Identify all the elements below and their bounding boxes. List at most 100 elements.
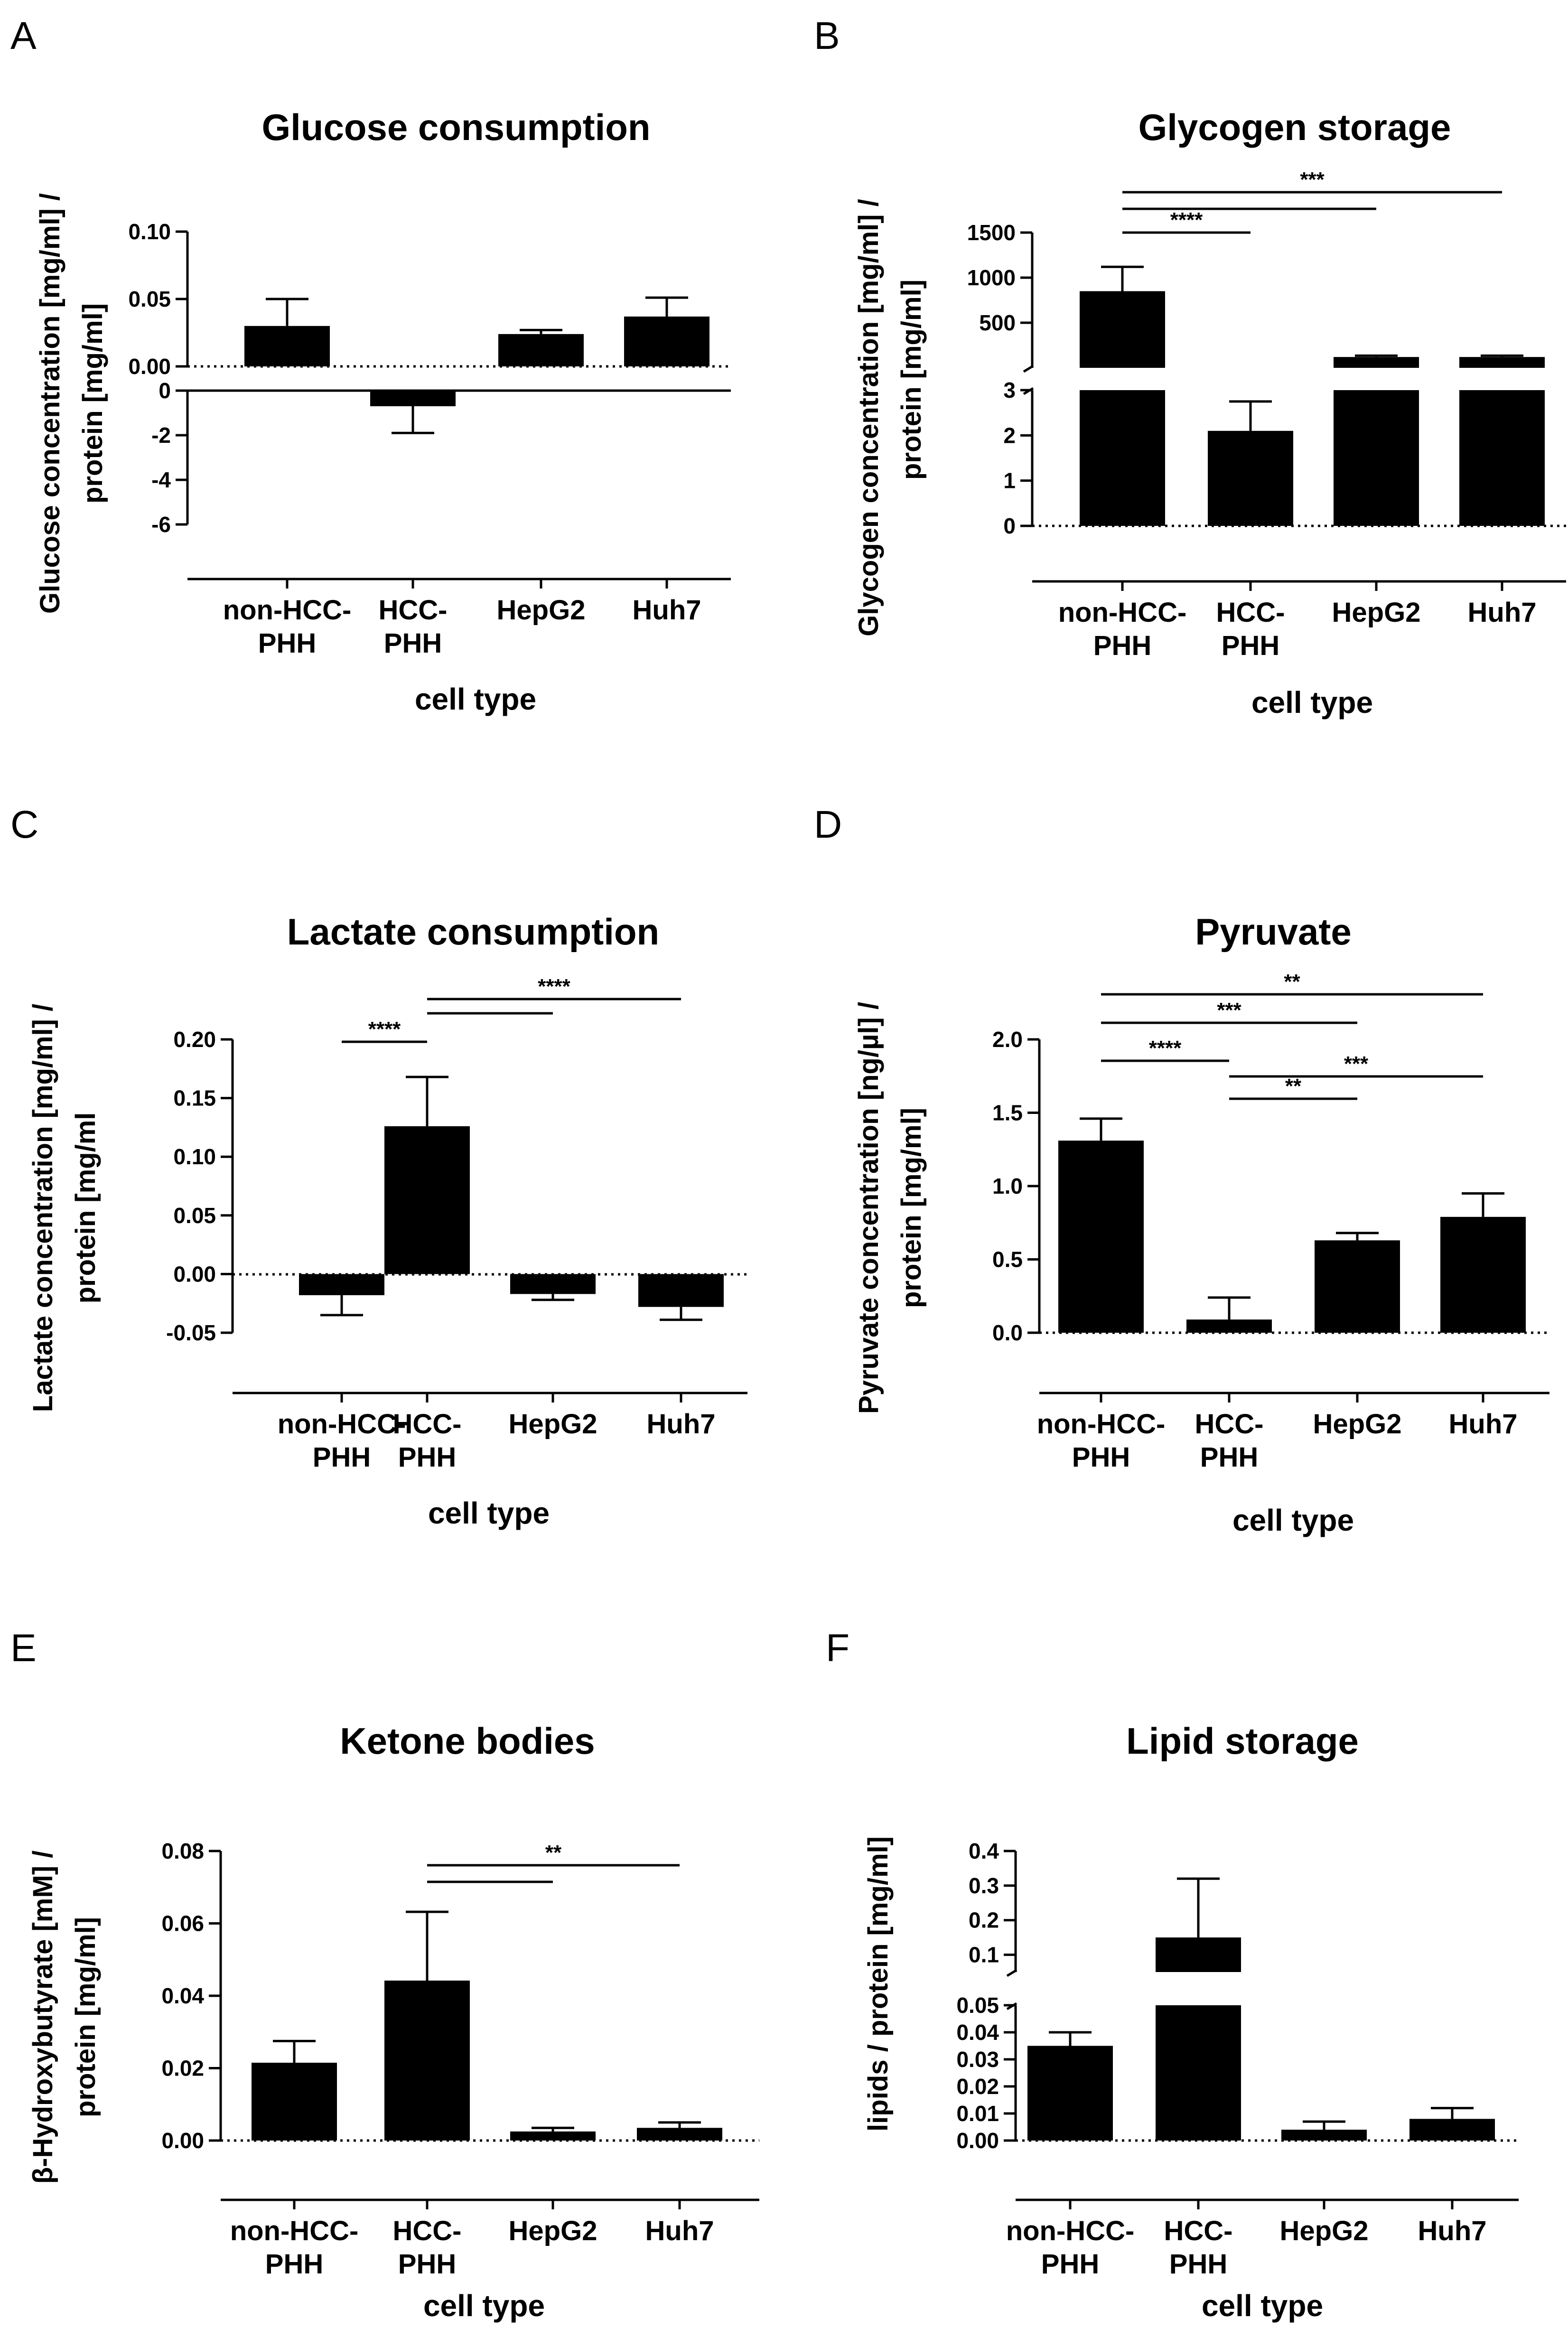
panel-f: F Lipid storage lipids / protein [mg/ml]… (826, 1627, 1519, 2323)
y-tick-label: -6 (151, 512, 171, 537)
x-category-label: PHH (384, 628, 442, 659)
bar (1459, 390, 1545, 526)
x-category-label: non-HCC- (1006, 2216, 1135, 2246)
y-tick-label: 0.2 (969, 1908, 999, 1933)
y-tick-label: 0.04 (161, 1983, 204, 2008)
significance-label: ** (1284, 970, 1300, 993)
y-tick-label: 0.04 (956, 2020, 999, 2045)
y-tick-label: -0.05 (166, 1320, 216, 1345)
chart-title-f: Lipid storage (1126, 1720, 1359, 1762)
bar (1440, 1216, 1526, 1333)
y-tick-label: 0 (159, 378, 171, 403)
y-tick-label: 0.03 (956, 2047, 999, 2072)
y-tick-label: 0.02 (161, 2056, 204, 2081)
panel-letter-c: C (10, 803, 38, 846)
y-tick-label: 500 (979, 310, 1016, 335)
y-tick-label: 1000 (967, 265, 1016, 290)
bar (624, 316, 709, 366)
x-category-label: HepG2 (509, 2216, 597, 2246)
axis-break-mark (1006, 2002, 1017, 2010)
panel-c: C Lactate consumption Lactate concentrat… (10, 803, 747, 1530)
panel-a: A Glucose consumption Glucose concentrat… (10, 14, 731, 716)
y-tick-label: 3 (1003, 378, 1016, 402)
y-tick-label: 1.5 (992, 1101, 1023, 1125)
y-tick-label: 0.06 (161, 1911, 204, 1936)
panel-d: D Pyruvate Pyruvate concentration [ng/µl… (814, 803, 1549, 1537)
y-tick-label: 1 (1003, 468, 1016, 493)
significance-label: ** (545, 1841, 562, 1864)
bar (384, 1126, 470, 1274)
bar (1409, 2119, 1495, 2141)
x-category-label: HCC- (1164, 2216, 1233, 2246)
y-tick-label: 0.10 (128, 219, 171, 244)
bar (1208, 430, 1293, 526)
x-axis-label-e: cell type (423, 2289, 545, 2323)
y-tick-label: 0.08 (161, 1839, 204, 1863)
x-axis-label-b: cell type (1251, 685, 1373, 720)
x-category-label: HCC- (393, 1409, 462, 1440)
x-category-label: HCC- (1195, 1409, 1264, 1440)
panel-letter-b: B (814, 14, 840, 57)
x-category-label: HCC- (393, 2216, 462, 2246)
bar (252, 2063, 337, 2141)
y-tick-label: 0.00 (161, 2128, 204, 2153)
chart-title-e: Ketone bodies (340, 1720, 595, 1762)
significance-label: *** (1300, 168, 1325, 191)
bar (384, 1980, 470, 2141)
x-category-label: HCC- (379, 595, 448, 626)
chart-title-d: Pyruvate (1195, 911, 1352, 953)
y-tick-label: 0.1 (969, 1943, 999, 1967)
y-tick-label: 0.10 (173, 1144, 216, 1169)
bar (370, 391, 456, 406)
axis-break-mark (1023, 387, 1034, 395)
x-category-label: non-HCC- (1037, 1409, 1166, 1440)
bar (638, 1274, 724, 1307)
y-tick-label: 0.0 (992, 1320, 1023, 1345)
axis-break-mark (1023, 365, 1034, 373)
y-axis-label-f: lipids / protein [mg/ml] (863, 1836, 894, 2132)
x-category-label: PHH (265, 2249, 323, 2280)
significance-label: *** (1344, 1052, 1369, 1075)
chart-title-c: Lactate consumption (287, 911, 659, 953)
panel-letter-f: F (826, 1627, 849, 1670)
x-category-label: non-HCC- (230, 2216, 359, 2246)
x-category-label: HepG2 (497, 595, 586, 626)
y-tick-label: 0.4 (969, 1839, 999, 1863)
y-axis-label-e-line2: protein [mg/ml] (70, 1917, 101, 2117)
x-category-label: Huh7 (645, 2216, 714, 2246)
x-category-label: Huh7 (1468, 597, 1537, 628)
bar (510, 1274, 596, 1294)
x-category-label: HepG2 (1280, 2216, 1369, 2246)
x-category-label: PHH (1222, 630, 1279, 661)
y-tick-label: 0.15 (173, 1086, 216, 1111)
bar-upper (1334, 357, 1419, 368)
chart-title-b: Glycogen storage (1139, 106, 1451, 148)
panel-b: B Glycogen storage Glycogen concentratio… (814, 14, 1566, 720)
bar (637, 2128, 722, 2141)
bar (1186, 1319, 1272, 1333)
chart-title-a: Glucose consumption (261, 106, 650, 148)
bar (1156, 2005, 1241, 2141)
y-tick-label: 0.05 (956, 1993, 999, 2018)
axis-break-mark (1006, 1969, 1017, 1977)
y-tick-label: 0.3 (969, 1873, 999, 1898)
y-tick-label: 2.0 (992, 1027, 1023, 1052)
y-axis-label-c-line1: Lactate concentration [mg/ml] / (28, 1004, 58, 1412)
panel-letter-e: E (10, 1627, 37, 1670)
y-axis-label-c-line2: protein [mg/ml (70, 1113, 101, 1304)
x-category-label: PHH (1200, 1442, 1258, 1473)
x-category-label: PHH (313, 1442, 371, 1473)
panel-letter-a: A (10, 14, 37, 57)
x-category-label: PHH (398, 2249, 456, 2280)
y-axis-label-b-line2: protein [mg/ml] (896, 280, 927, 480)
x-axis-label-f: cell type (1202, 2289, 1323, 2323)
y-tick-label: 0.00 (173, 1262, 216, 1286)
y-tick-label: 0.02 (956, 2074, 999, 2099)
y-tick-label: 1.0 (992, 1174, 1023, 1198)
y-tick-label: 0.05 (128, 287, 171, 311)
x-category-label: Huh7 (1449, 1409, 1518, 1440)
x-category-label: Huh7 (633, 595, 701, 626)
bar (299, 1274, 384, 1295)
significance-label: **** (538, 975, 570, 998)
